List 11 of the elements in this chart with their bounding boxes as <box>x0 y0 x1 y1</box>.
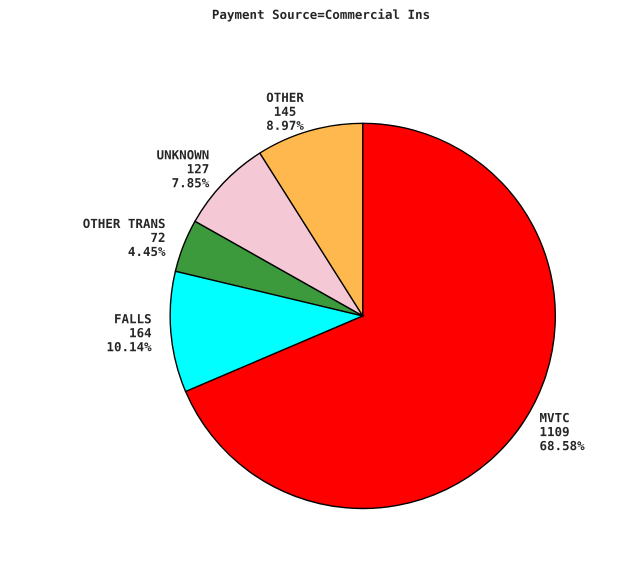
data-label: 164 10.14% <box>108 328 152 352</box>
slice-label: FALLS <box>115 314 151 324</box>
slice-label: OTHER <box>266 92 304 102</box>
data-label: 1109 68.58% <box>540 426 585 450</box>
data-label: 72 4.45% <box>128 232 166 256</box>
data-label: 145 8.97% <box>266 106 304 130</box>
slice-label: UNKNOWN <box>157 150 209 160</box>
chart-title: Payment Source=Commercial Ins <box>212 8 430 22</box>
slice-label: OTHER TRANS <box>83 218 165 228</box>
slice-label: MVTC <box>540 412 569 422</box>
data-label: 127 7.85% <box>172 164 210 188</box>
